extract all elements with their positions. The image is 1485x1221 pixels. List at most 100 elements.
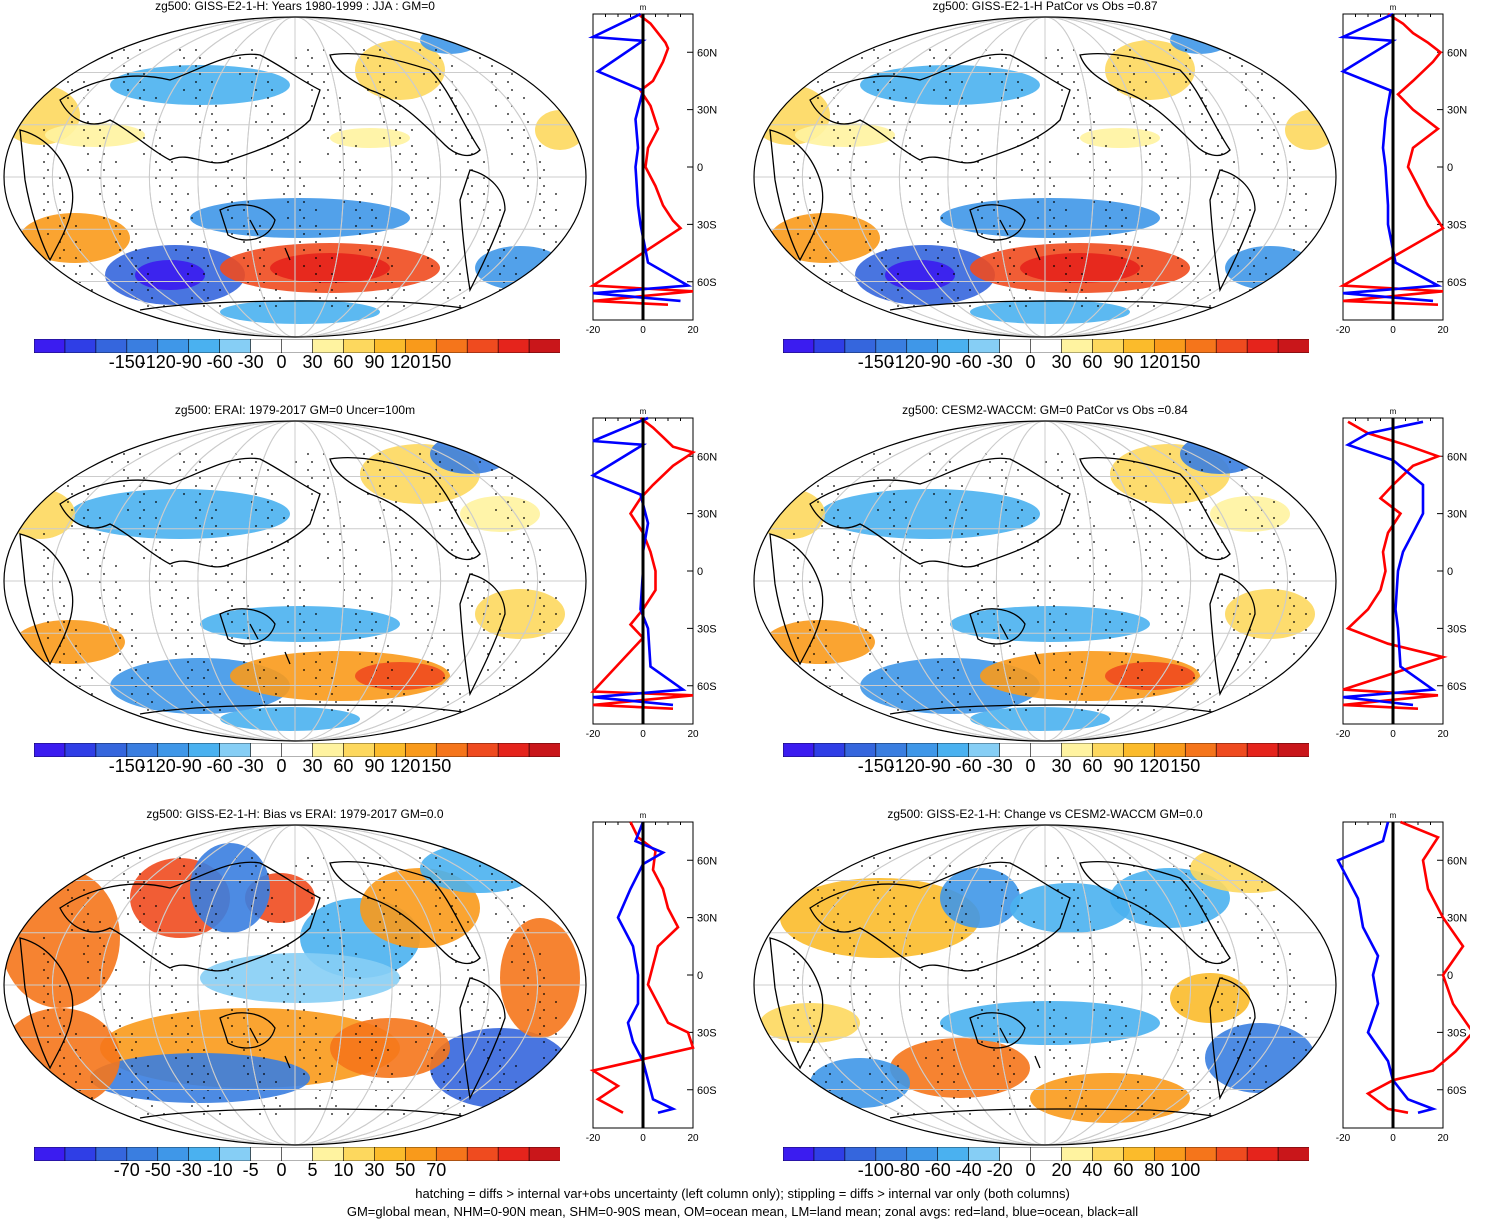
stipple-dot (315, 1081, 317, 1083)
stipple-dot (1133, 945, 1135, 947)
stipple-dot (869, 201, 871, 203)
stipple-dot (1121, 661, 1123, 663)
stipple-dot (75, 677, 77, 679)
stipple-dot (551, 881, 553, 883)
stipple-dot (139, 469, 141, 471)
stipple-dot (1153, 289, 1155, 291)
stipple-dot (1109, 1041, 1111, 1043)
stipple-dot (527, 121, 529, 123)
stipple-dot (211, 485, 213, 487)
stipple-dot (1181, 249, 1183, 251)
anomaly-region (970, 300, 1130, 324)
colorbar-tick-label: 5 (307, 1160, 317, 1181)
stipple-dot (797, 961, 799, 963)
stipple-dot (359, 637, 361, 639)
stipple-dot (115, 1049, 117, 1051)
stipple-dot (821, 89, 823, 91)
stipple-dot (115, 1001, 117, 1003)
stipple-dot (1153, 1113, 1155, 1115)
stipple-dot (1049, 161, 1051, 163)
stipple-dot (1305, 1081, 1307, 1083)
stipple-dot (997, 249, 999, 251)
stipple-dot (1097, 305, 1099, 307)
stipple-dot (551, 477, 553, 479)
stipple-dot (1245, 897, 1247, 899)
stipple-dot (1221, 201, 1223, 203)
stipple-dot (319, 701, 321, 703)
stipple-dot (1001, 469, 1003, 471)
stipple-dot (1253, 249, 1255, 251)
stipple-dot (897, 1113, 899, 1115)
stipple-dot (1017, 113, 1019, 115)
stipple-dot (949, 477, 951, 479)
stipple-dot (507, 857, 509, 859)
stipple-dot (439, 461, 441, 463)
stipple-dot (965, 557, 967, 559)
stipple-dot (1197, 297, 1199, 299)
stipple-dot (1025, 1113, 1027, 1115)
stipple-dot (893, 509, 895, 511)
stipple-dot (203, 1065, 205, 1067)
stipple-dot (873, 469, 875, 471)
stipple-dot (1273, 937, 1275, 939)
stipple-dot (303, 185, 305, 187)
stipple-dot (435, 857, 437, 859)
stipple-dot (195, 81, 197, 83)
colorbar-swatch (158, 1147, 189, 1161)
stipple-dot (1177, 1001, 1179, 1003)
stipple-dot (1017, 889, 1019, 891)
stipple-dot (1209, 1113, 1211, 1115)
stipple-dot (451, 65, 453, 67)
stipple-dot (941, 265, 943, 267)
stipple-dot (443, 629, 445, 631)
stipple-dot (909, 1009, 911, 1011)
stipple-dot (555, 241, 557, 243)
stipple-dot (1077, 73, 1079, 75)
colorbar-swatch (158, 339, 189, 353)
stipple-dot (255, 865, 257, 867)
colorbar-swatch (1092, 743, 1123, 757)
stipple-dot (1269, 1089, 1271, 1091)
stipple-dot (825, 225, 827, 227)
stipple-dot (259, 677, 261, 679)
stipple-dot (837, 137, 839, 139)
stipple-dot (889, 905, 891, 907)
stipple-dot (993, 225, 995, 227)
stipple-dot (833, 889, 835, 891)
stipple-dot (1293, 605, 1295, 607)
stipple-dot (1049, 193, 1051, 195)
stipple-dot (247, 637, 249, 639)
stipple-dot (283, 1001, 285, 1003)
stipple-dot (75, 645, 77, 647)
stipple-dot (873, 873, 875, 875)
stipple-dot (247, 1057, 249, 1059)
stipple-dot (961, 81, 963, 83)
stipple-dot (1037, 557, 1039, 559)
stipple-dot (415, 1009, 417, 1011)
stipple-dot (155, 501, 157, 503)
stipple-dot (147, 305, 149, 307)
stipple-dot (1261, 137, 1263, 139)
stipple-dot (315, 645, 317, 647)
stipple-dot (399, 541, 401, 543)
stipple-dot (1053, 653, 1055, 655)
stipple-dot (829, 1073, 831, 1075)
stipple-dot (1265, 1081, 1267, 1083)
stipple-dot (323, 889, 325, 891)
stipple-dot (817, 469, 819, 471)
stipple-dot (395, 905, 397, 907)
stipple-dot (1249, 677, 1251, 679)
colorbar-swatch (343, 1147, 374, 1161)
stipple-dot (1057, 65, 1059, 67)
stipple-dot (1105, 145, 1107, 147)
stipple-dot (813, 1009, 815, 1011)
stipple-dot (1273, 113, 1275, 115)
anomaly-region (200, 606, 400, 642)
stipple-dot (227, 1017, 229, 1019)
stipple-dot (467, 161, 469, 163)
stipple-dot (1073, 517, 1075, 519)
stipple-dot (99, 193, 101, 195)
stipple-dot (1233, 1033, 1235, 1035)
stipple-dot (1133, 509, 1135, 511)
stipple-dot (969, 1113, 971, 1115)
